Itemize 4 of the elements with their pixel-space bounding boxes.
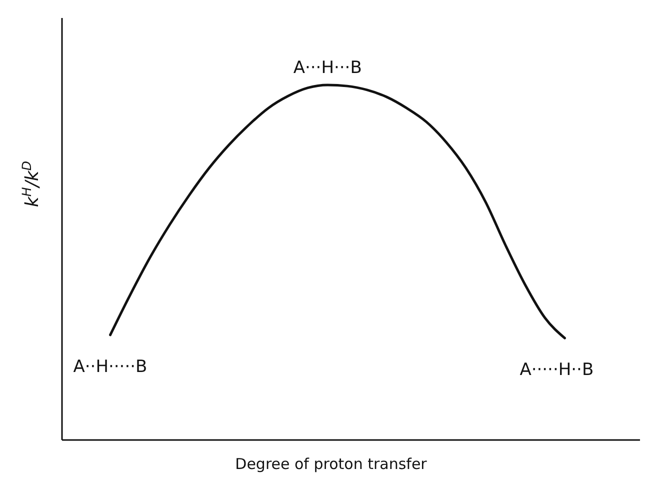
x-axis-title: Degree of proton transfer — [235, 455, 428, 473]
annotation: A··H·····B — [73, 356, 148, 377]
annotation: A·····H··B — [520, 360, 594, 380]
text: A···H···B — [293, 58, 362, 78]
